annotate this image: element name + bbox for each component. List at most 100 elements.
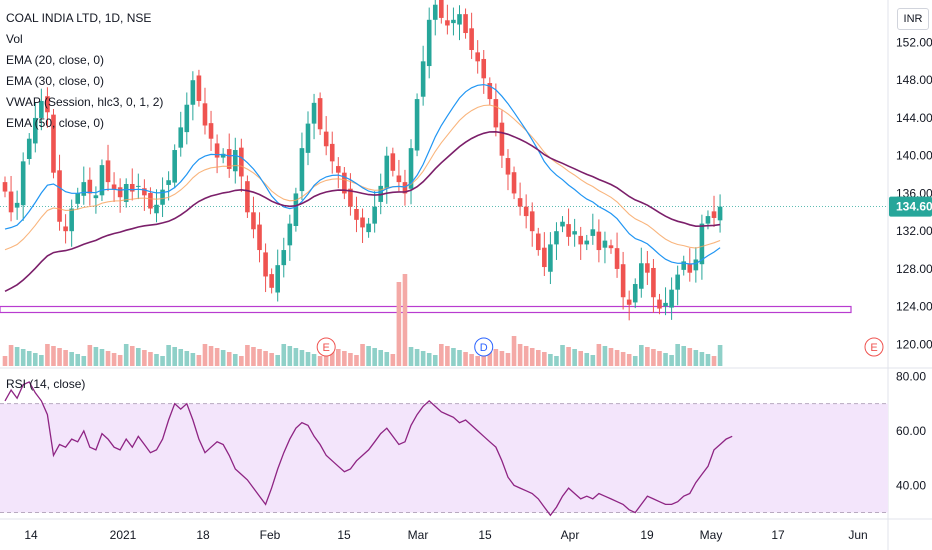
candle-body — [663, 302, 668, 307]
volume-bar — [548, 354, 553, 366]
volume-bar — [239, 356, 244, 366]
time-tick-label: Feb — [260, 528, 281, 542]
candle-body — [129, 184, 135, 192]
time-tick-label: Jun — [848, 528, 867, 542]
volume-bar — [584, 353, 590, 366]
candle-body — [372, 206, 377, 224]
candle-body — [517, 198, 523, 207]
volume-bar — [287, 346, 293, 366]
legend-item-vwap[interactable]: VWAP (Session, hlc3, 0, 1, 2) — [6, 95, 164, 109]
candle-body — [499, 122, 505, 156]
volume-bar — [711, 356, 717, 366]
price-tick-label: 144.00 — [896, 111, 932, 125]
volume-bar — [366, 346, 371, 366]
volume-bar — [81, 356, 87, 366]
volume-bar — [154, 354, 159, 366]
candle-body — [614, 248, 620, 269]
time-tick-label: 14 — [24, 528, 38, 542]
time-tick-label: May — [700, 528, 723, 542]
volume-bar — [136, 348, 141, 366]
candle-body — [166, 180, 171, 185]
currency-button[interactable]: INR — [897, 8, 929, 30]
volume-bar — [329, 347, 335, 366]
candle-body — [360, 217, 365, 228]
volume-bar — [681, 346, 687, 366]
time-tick-label: Apr — [561, 528, 580, 542]
candle-body — [457, 14, 462, 25]
candle-body — [432, 4, 438, 20]
volume-bar — [542, 352, 547, 366]
candle-body — [196, 75, 202, 101]
volume-bar — [414, 349, 420, 366]
price-tick-label: 132.00 — [896, 224, 932, 238]
horizontal-level-box[interactable] — [0, 305, 852, 314]
legend-item-ema50[interactable]: EMA (50, close, 0) — [6, 116, 105, 130]
marker-label: E — [323, 342, 330, 354]
volume-bar — [354, 355, 359, 366]
volume-bar — [348, 353, 353, 366]
volume-bar — [384, 352, 390, 366]
volume-bar — [251, 347, 256, 366]
volume-bar — [517, 344, 523, 366]
volume-bar — [699, 352, 705, 366]
volume-bar — [566, 347, 571, 366]
candle-body — [299, 148, 305, 192]
volume-bar — [632, 356, 638, 366]
volume-bar — [372, 348, 377, 366]
volume-bar — [390, 354, 396, 366]
volume-bar — [572, 349, 577, 366]
candle-body — [620, 264, 626, 298]
volume-bar — [614, 350, 620, 366]
time-tick-label: 17 — [771, 528, 785, 542]
volume-bar — [93, 347, 99, 366]
volume-bar — [196, 355, 202, 366]
candle-body — [481, 58, 487, 79]
candle-body — [451, 19, 456, 24]
volume-bar — [129, 346, 135, 366]
legend-item-ema30[interactable]: EMA (30, close, 0) — [6, 74, 105, 88]
candle-body — [148, 192, 153, 209]
candle-body — [681, 261, 687, 270]
candle-body — [693, 259, 699, 271]
volume-bar — [487, 347, 493, 366]
candle-body — [232, 150, 238, 172]
candle-body — [293, 193, 299, 226]
price-tick-label: 140.00 — [896, 149, 932, 163]
volume-bar — [687, 348, 693, 366]
candle-body — [202, 103, 208, 126]
earnings-marker[interactable]: E — [864, 337, 884, 357]
volume-bar — [493, 349, 499, 366]
candle-body — [323, 131, 329, 147]
dividend-marker[interactable]: D — [474, 337, 494, 357]
candle-body — [529, 211, 535, 232]
candle-body — [354, 209, 359, 220]
earnings-marker[interactable]: E — [316, 337, 336, 357]
price-tick-label: 120.00 — [896, 337, 932, 351]
volume-bar — [408, 347, 414, 366]
volume-bar — [523, 346, 529, 366]
candle-body — [190, 80, 196, 105]
candle-body — [275, 265, 280, 293]
volume-bar — [378, 350, 384, 366]
candle-body — [63, 226, 68, 232]
volume-bar — [299, 350, 305, 366]
marker-circle — [864, 337, 884, 357]
candle-body — [651, 267, 656, 298]
ema50-line — [4, 130, 721, 293]
legend-item-vol[interactable]: Vol — [6, 32, 23, 46]
symbol-title[interactable]: COAL INDIA LTD, 1D, NSE — [6, 11, 152, 25]
candle-body — [317, 98, 323, 130]
rsi-legend[interactable]: RSI (14, close) — [6, 377, 86, 391]
volume-bar — [123, 344, 129, 366]
volume-bar — [420, 351, 426, 366]
candle-body — [511, 172, 517, 194]
candle-body — [136, 185, 141, 187]
candle-body — [548, 244, 553, 272]
candle-body — [287, 223, 293, 246]
volume-bar — [69, 352, 74, 366]
candle-body — [608, 245, 614, 249]
volume-bar — [451, 348, 456, 366]
candle-body — [699, 223, 705, 265]
legend-item-ema20[interactable]: EMA (20, close, 0) — [6, 53, 105, 67]
